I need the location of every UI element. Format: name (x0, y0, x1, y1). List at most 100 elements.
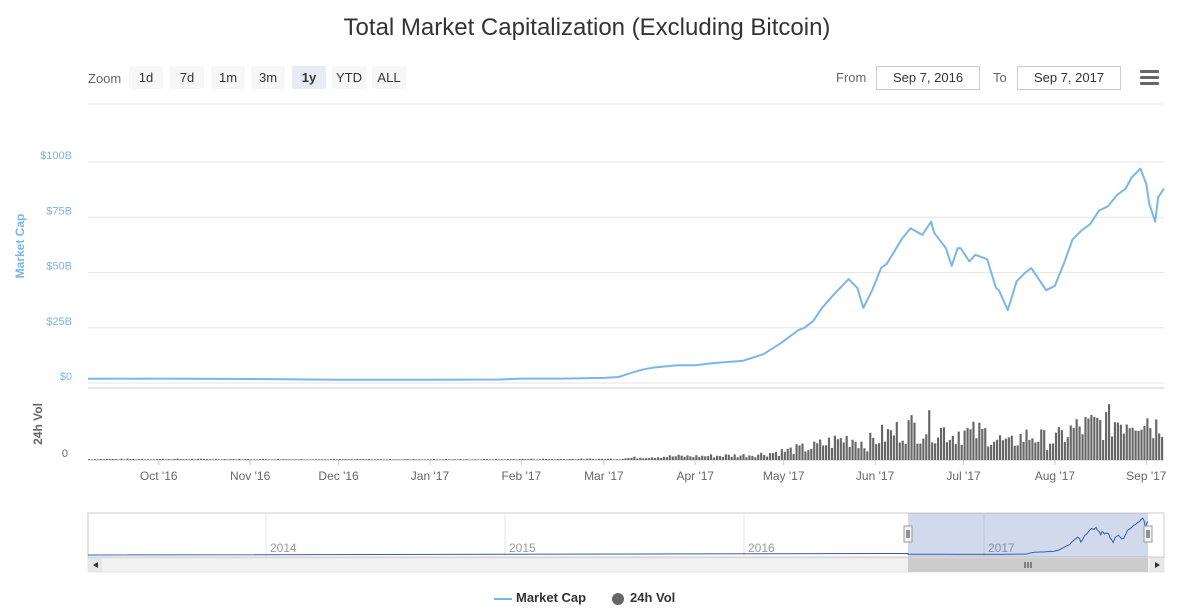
volume-bar (1146, 418, 1149, 460)
range-from-label: From (836, 70, 867, 85)
zoom-all-button[interactable]: ALL (372, 66, 406, 89)
range-to-input[interactable]: Sep 7, 2017 (1017, 66, 1121, 90)
volume-bar (751, 455, 754, 460)
volume-bar (441, 459, 444, 460)
volume-bar (550, 459, 553, 460)
market-cap-series (87, 167, 1165, 381)
volume-bar (247, 459, 250, 460)
volume-bar (1090, 415, 1093, 460)
volume-bar (804, 451, 807, 460)
volume-bar (1134, 430, 1137, 460)
volume-bar (424, 459, 427, 460)
volume-bar (592, 458, 595, 460)
volume-bar (839, 438, 842, 460)
volume-bar (889, 430, 892, 460)
volume-bar (238, 458, 241, 460)
volume-bar (975, 438, 978, 460)
volume-bar (388, 458, 391, 460)
volume-bar (1084, 417, 1087, 460)
volume-bar (512, 459, 515, 460)
volume-bar (1155, 419, 1158, 460)
range-to-label: To (993, 70, 1007, 85)
volume-bar (792, 453, 795, 460)
volume-bar (801, 443, 804, 460)
volume-bar (312, 459, 315, 460)
legend-item-24h-vol[interactable]: 24h Vol (612, 590, 675, 605)
volume-bar (1093, 416, 1096, 460)
volume-bar (739, 455, 742, 460)
volume-bar (276, 458, 279, 460)
volume-bar (256, 459, 259, 460)
volume-bar (167, 459, 170, 460)
volume-bar (562, 459, 565, 460)
handle-body (1143, 525, 1153, 543)
volume-bar (680, 455, 683, 460)
volume-bar (379, 459, 382, 460)
navigator-left-handle[interactable] (903, 525, 913, 543)
zoom-1d-button[interactable]: 1d (129, 66, 163, 89)
zoom-7d-button[interactable]: 7d (170, 66, 204, 89)
volume-bar (777, 455, 780, 460)
volume-bar (1116, 422, 1119, 460)
volume-bar (444, 459, 447, 460)
x-tick-label: May '17 (763, 469, 805, 483)
volume-bar (506, 458, 509, 460)
volume-bar (827, 437, 831, 460)
volume-bar (907, 420, 910, 460)
volume-bar (376, 459, 380, 460)
volume-bar (208, 459, 212, 460)
zoom-1y-button[interactable]: 1y (292, 66, 326, 89)
range-from-input[interactable]: Sep 7, 2016 (876, 66, 980, 90)
volume-bar (500, 459, 503, 460)
volume-bar (707, 456, 710, 460)
volume-bar (453, 459, 456, 460)
volume-bar (922, 438, 925, 460)
volume-bar (904, 444, 907, 460)
navigator-right-handle[interactable] (1143, 525, 1153, 543)
volume-bar (642, 458, 645, 460)
volume-bar (736, 457, 739, 460)
volume-bar (350, 459, 353, 460)
volume-bar (942, 427, 946, 460)
volume-bar (609, 458, 612, 460)
zoom-ytd-button[interactable]: YTD (332, 66, 366, 89)
volume-bar (503, 459, 506, 460)
volume-bar (824, 445, 828, 460)
volume-bar (347, 459, 350, 460)
volume-bar (1099, 420, 1102, 460)
volume-bar (365, 459, 368, 460)
volume-bar (795, 444, 798, 460)
volume-bar (1078, 426, 1081, 460)
volume-bar (1060, 430, 1063, 460)
volume-axis-title: 24h Vol (31, 403, 45, 445)
volume-bar (1063, 442, 1066, 460)
hamburger-menu-icon[interactable] (1140, 70, 1160, 86)
volume-bar (763, 455, 766, 460)
volume-bar (928, 410, 931, 460)
y-tick-label: $25B (46, 316, 72, 328)
volume-bar (1161, 437, 1164, 460)
volume-bar (1149, 428, 1152, 460)
volume-bar (677, 454, 680, 460)
volume-bar (745, 457, 748, 460)
legend-item-market-cap[interactable]: Market Cap (494, 590, 586, 605)
zoom-3m-button[interactable]: 3m (251, 66, 285, 89)
volume-bar (574, 459, 577, 460)
volume-bar (485, 459, 489, 460)
volume-bar (807, 450, 810, 460)
volume-bar (362, 459, 365, 460)
volume-bar (969, 429, 972, 460)
volume-bar (1158, 433, 1161, 460)
volume-bar (710, 454, 713, 460)
volume-bar (229, 459, 232, 460)
volume-bar (93, 459, 97, 460)
volume-bar (309, 459, 312, 460)
volume-bar (353, 459, 356, 460)
volume-bar (527, 459, 530, 460)
volume-bar (356, 458, 359, 460)
zoom-1m-button[interactable]: 1m (211, 66, 245, 89)
volume-bar (565, 459, 568, 460)
volume-bar (429, 459, 433, 460)
volume-bar (606, 458, 609, 460)
volume-bar (998, 435, 1002, 460)
